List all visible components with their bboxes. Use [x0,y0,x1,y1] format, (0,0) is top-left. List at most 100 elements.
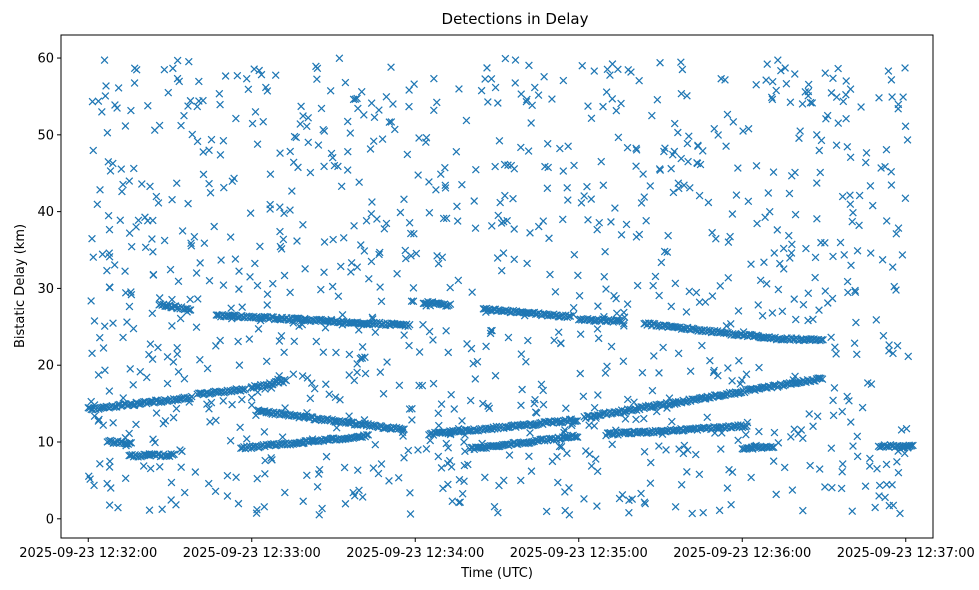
detection-point [602,88,611,96]
detection-point [410,229,418,238]
detection-point [557,442,566,451]
detection-point [380,224,389,233]
y-axis-label: Bistatic Delay (km) [13,224,28,348]
detection-point [788,240,796,249]
detection-point [168,451,177,459]
detection-point [525,61,533,70]
detection-point [647,111,656,120]
detection-point [215,89,224,98]
detection-point [194,77,203,86]
detection-point [797,426,806,434]
detection-point [659,321,668,330]
detection-point [761,213,769,222]
detection-point [277,245,286,253]
detection-point [842,90,850,99]
detection-point [188,130,197,139]
detection-point [847,261,855,270]
detection-point [276,242,285,251]
detection-point [901,122,910,131]
detection-point [907,441,916,450]
detection-point [674,349,683,358]
detection-point [562,404,570,413]
detection-point [327,149,336,158]
detection-point [778,307,787,316]
detection-point [321,323,330,332]
chart-title: Detections in Delay [442,10,589,28]
detection-point [517,350,526,358]
detection-point [648,386,657,395]
detection-point [846,85,855,93]
detection-point [161,302,169,311]
detection-point [409,297,418,306]
detection-point [347,258,356,267]
detection-point [590,67,599,75]
detection-point [109,319,117,328]
detection-point [369,137,378,146]
detection-point [852,350,861,359]
detection-point [105,387,114,395]
detection-point [597,157,606,166]
detection-point [667,302,676,311]
detection-point [734,307,743,315]
detection-point [98,250,107,259]
detection-point [861,158,870,167]
detection-point [811,273,819,282]
detection-point [238,395,246,404]
detection-point [830,384,839,392]
detection-point [480,473,489,482]
detection-point [429,336,437,344]
detection-point [453,202,461,211]
detection-point [640,447,649,456]
detection-point [102,82,110,90]
detection-point [251,259,259,268]
detection-point [367,257,376,266]
detection-point [245,335,254,343]
detection-point [901,194,910,203]
detection-point [734,436,743,445]
detection-point [853,432,862,441]
detection-point [901,64,909,72]
detection-point [663,248,672,257]
detection-point [385,477,393,485]
detection-point [491,371,500,380]
detection-point [717,74,726,83]
detection-point [152,192,161,201]
detection-point [227,304,235,313]
detection-point [173,343,182,352]
detection-point [471,165,480,174]
detection-point [715,506,724,515]
detection-point [888,480,896,489]
detection-point [100,56,109,64]
detection-point [823,299,832,307]
detection-point [426,436,435,445]
detection-point [180,488,189,497]
detection-point [178,447,186,456]
detection-point [383,358,391,366]
detection-point [500,160,509,169]
detection-point [163,352,172,361]
detection-point [146,340,155,348]
detection-point [608,60,617,68]
detection-point [623,300,632,308]
detection-point [455,475,464,484]
detection-point [716,282,725,290]
detection-point [490,502,499,511]
detection-point [798,506,807,515]
detection-point [846,191,854,200]
detection-point [481,75,489,83]
detection-point [88,97,97,106]
detection-point [211,487,220,496]
detection-point [212,311,221,319]
detection-point [219,183,228,192]
detection-point [768,95,777,104]
detection-point [142,373,151,382]
detection-point [635,76,644,85]
detection-point [376,283,384,291]
detection-point [543,139,552,148]
detection-point [375,250,383,259]
detection-point [518,385,526,394]
detection-point [664,231,672,240]
detection-point [168,195,176,204]
detection-point [94,97,103,106]
detection-point [199,96,207,105]
